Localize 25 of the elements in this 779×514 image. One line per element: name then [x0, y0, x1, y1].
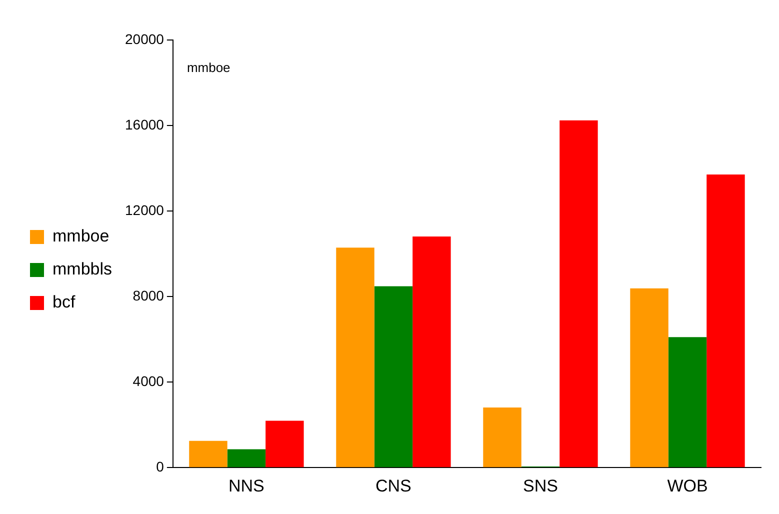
y-tick-label: 12000: [125, 202, 164, 218]
bar: [336, 248, 374, 468]
x-tick-label: NNS: [228, 476, 264, 496]
bar: [189, 440, 228, 468]
y-tick-label: 8000: [132, 287, 164, 304]
bar: [630, 288, 668, 468]
bar: [227, 449, 266, 468]
bar: [560, 120, 598, 468]
bar: [266, 420, 304, 468]
x-tick-label: CNS: [376, 476, 412, 496]
x-tick-label: WOB: [667, 476, 708, 496]
bar: [483, 408, 522, 468]
y-tick-label: 20000: [125, 30, 164, 47]
legend-label: mmboe: [52, 226, 110, 246]
bar: [374, 286, 413, 468]
legend-label: bcf: [52, 292, 76, 312]
y-tick-label: 4000: [132, 372, 164, 389]
legend-label: mmbbls: [52, 260, 112, 279]
y-tick-label: 0: [156, 458, 164, 474]
x-tick-label: SNS: [522, 476, 558, 496]
y-tick-label: 16000: [125, 116, 164, 132]
bar: [706, 174, 745, 468]
bar: [668, 337, 707, 468]
bar: [412, 236, 451, 468]
annotation: mmboe: [186, 60, 230, 76]
